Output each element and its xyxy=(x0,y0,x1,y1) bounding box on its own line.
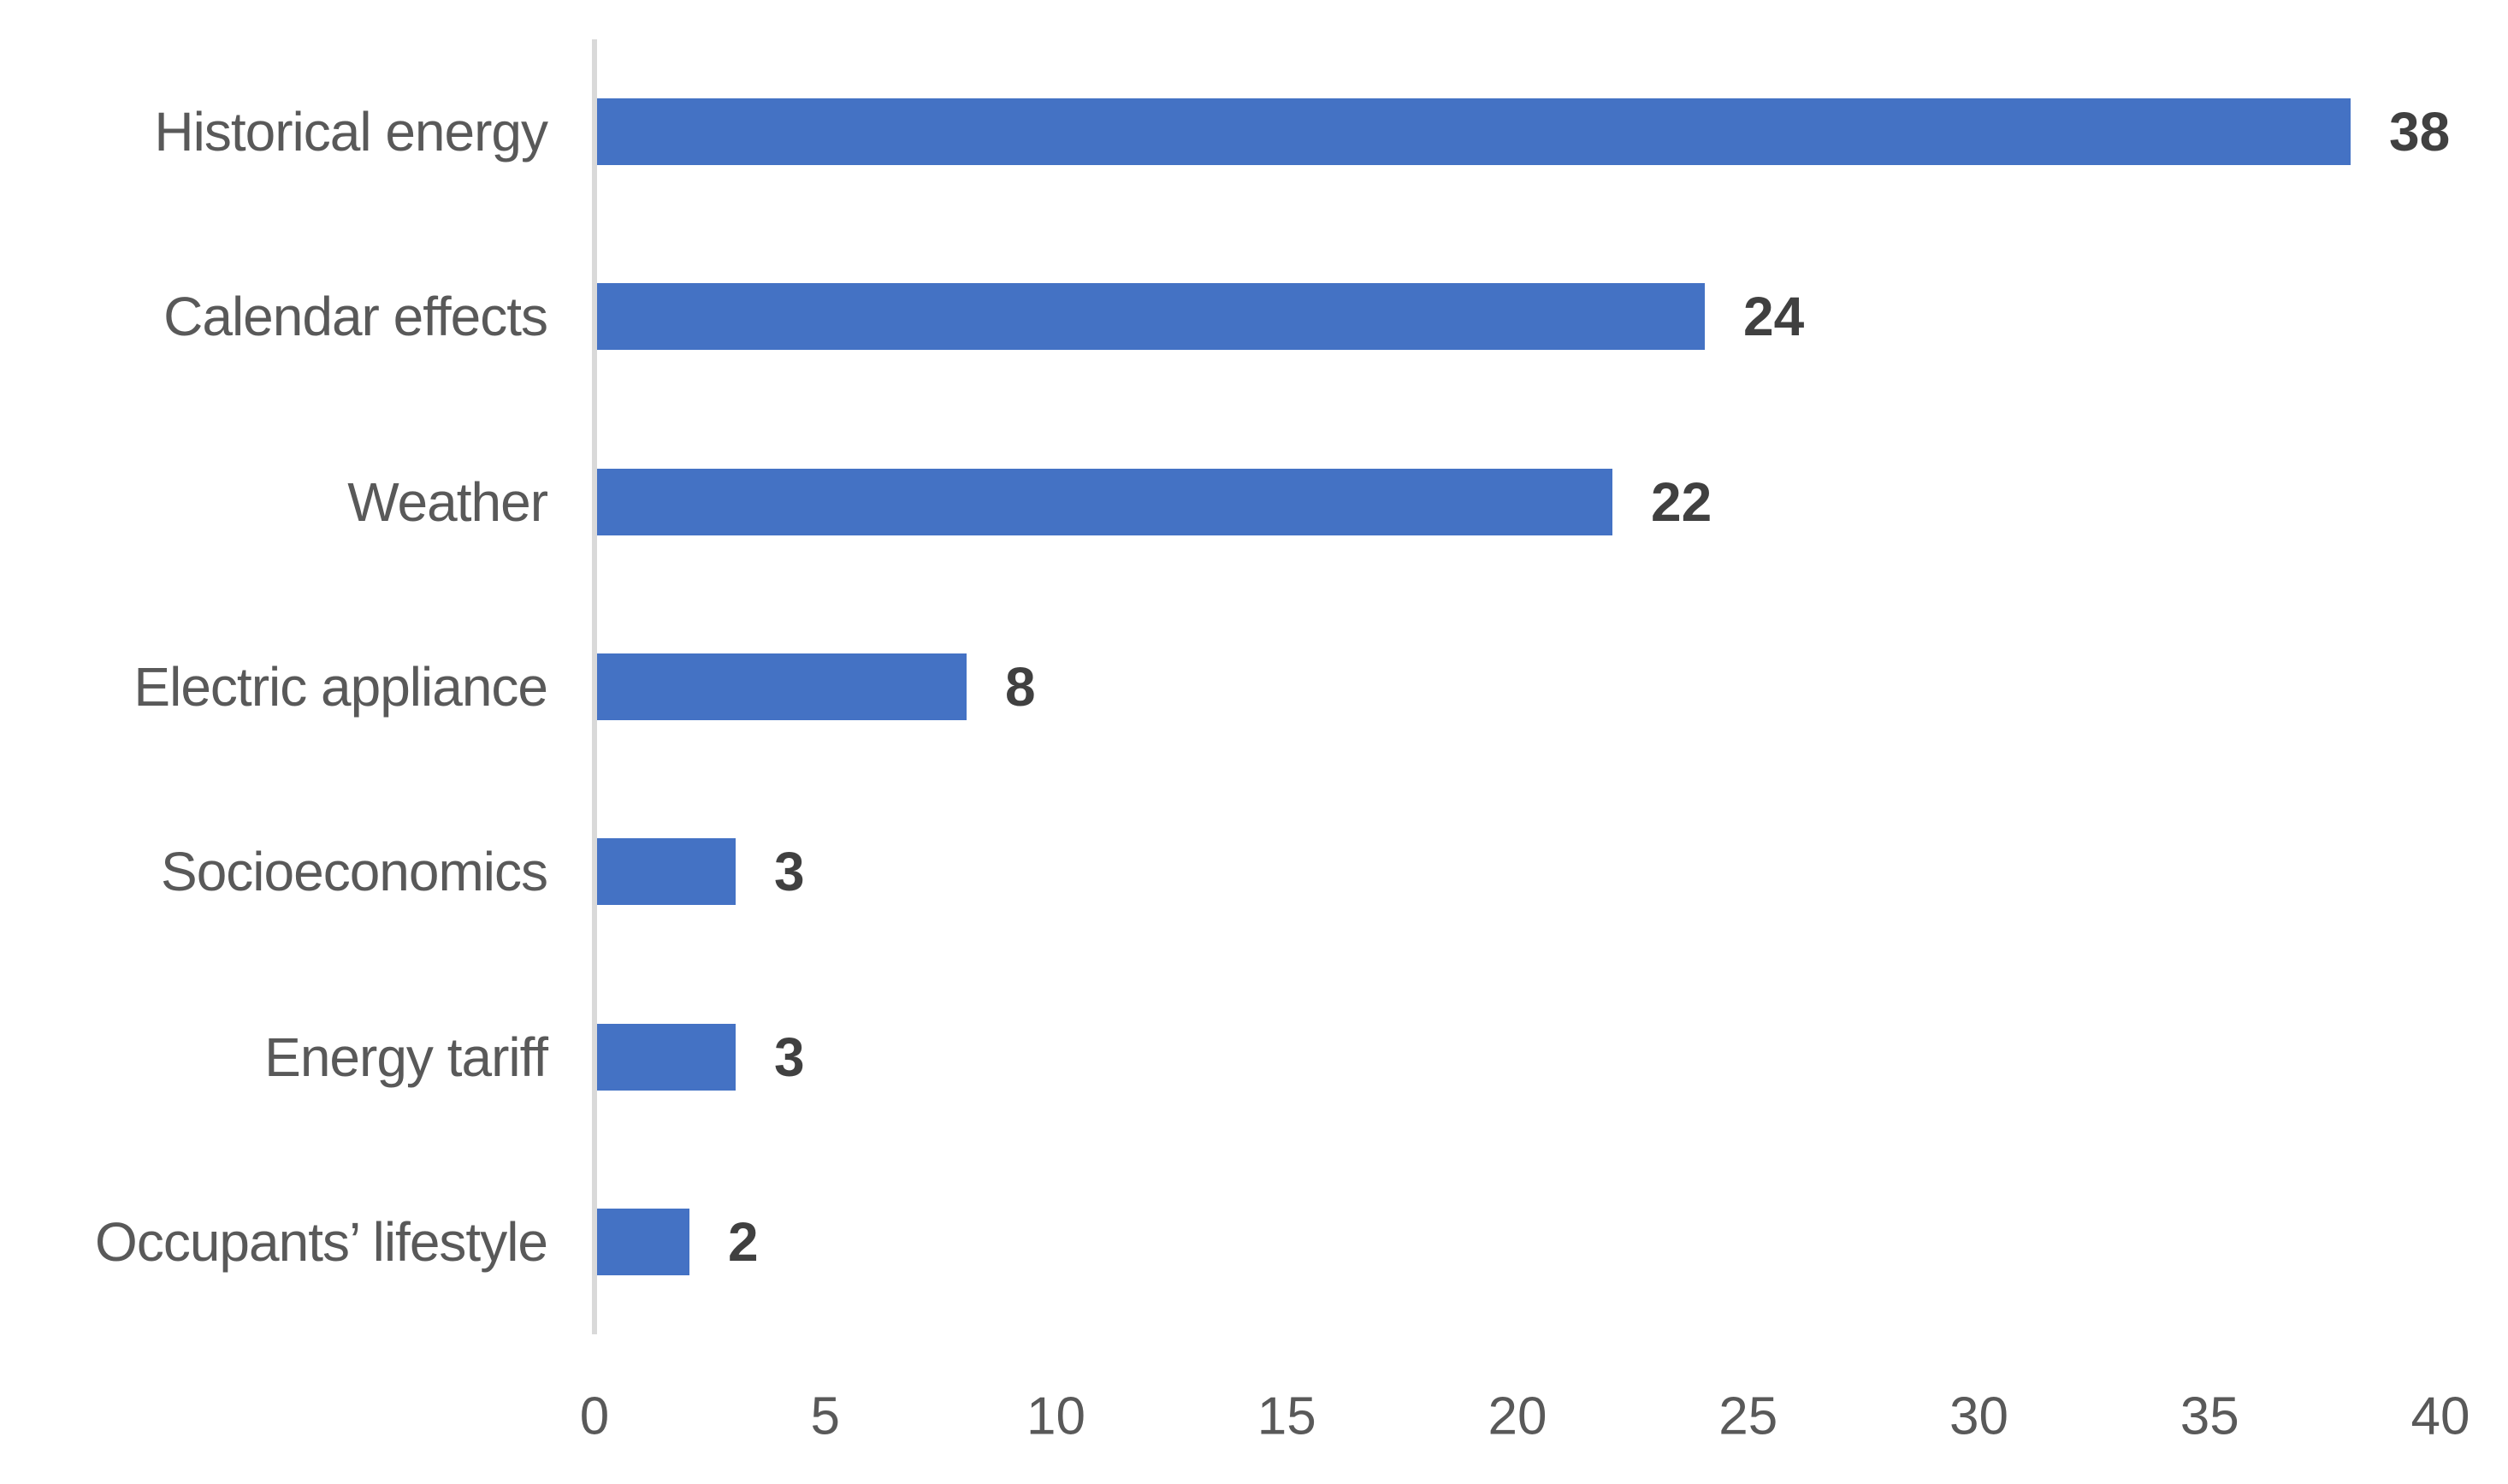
x-tick-label: 5 xyxy=(810,1386,840,1446)
bar xyxy=(597,1023,736,1091)
value-label: 38 xyxy=(2389,101,2451,163)
y-axis-line xyxy=(592,39,597,1334)
x-tick-label: 40 xyxy=(2410,1386,2470,1446)
chart-row: Socioeconomics 3 xyxy=(0,779,2508,964)
chart-row: Occupants’ lifestyle 2 xyxy=(0,1150,2508,1334)
bar xyxy=(597,98,2351,166)
category-label: Energy tariff xyxy=(264,1026,548,1088)
chart-row: Electric appliance 8 xyxy=(0,594,2508,779)
bar xyxy=(597,1208,689,1275)
category-label: Occupants’ lifestyle xyxy=(95,1210,548,1273)
chart-row: Energy tariff 3 xyxy=(0,964,2508,1149)
x-tick-label: 30 xyxy=(1949,1386,2008,1446)
value-label: 8 xyxy=(1005,655,1036,718)
x-tick-label: 15 xyxy=(1257,1386,1316,1446)
category-label: Electric appliance xyxy=(133,655,548,718)
category-label: Calendar effects xyxy=(163,286,548,348)
chart-row: Weather 22 xyxy=(0,410,2508,594)
bar xyxy=(597,283,1705,351)
chart-row: Historical energy 38 xyxy=(0,39,2508,224)
bar xyxy=(597,468,1612,535)
value-label: 2 xyxy=(728,1210,759,1273)
category-label: Weather xyxy=(347,470,548,533)
x-tick-label: 35 xyxy=(2180,1386,2239,1446)
chart-row: Calendar effects 24 xyxy=(0,224,2508,409)
x-tick-label: 20 xyxy=(1488,1386,1547,1446)
x-tick-label: 10 xyxy=(1026,1386,1085,1446)
value-label: 3 xyxy=(774,841,805,903)
category-label: Historical energy xyxy=(154,101,548,163)
value-label: 24 xyxy=(1743,286,1805,348)
bar xyxy=(597,838,736,906)
x-tick-label: 25 xyxy=(1718,1386,1778,1446)
category-label: Socioeconomics xyxy=(161,841,548,903)
value-label: 3 xyxy=(774,1026,805,1088)
value-label: 22 xyxy=(1651,470,1712,533)
bar xyxy=(597,653,967,720)
x-tick-label: 0 xyxy=(579,1386,610,1446)
